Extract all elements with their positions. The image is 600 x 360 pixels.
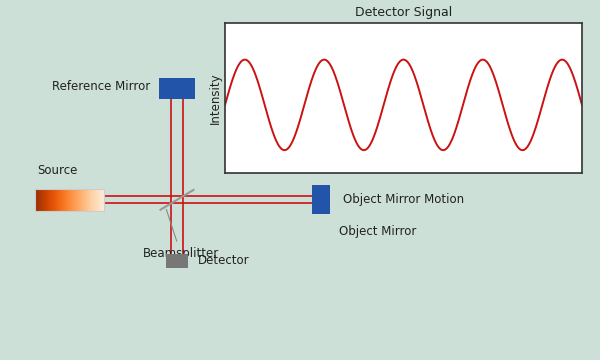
Bar (166, 254, 188, 268)
Text: Beamsplitter: Beamsplitter (142, 210, 219, 260)
Bar (35, 189, 104, 211)
Text: Reference Mirror: Reference Mirror (52, 80, 150, 93)
Text: Source: Source (37, 165, 78, 177)
Bar (312, 185, 330, 214)
Title: Detector Signal: Detector Signal (355, 6, 452, 19)
Text: Detector: Detector (197, 255, 249, 267)
Text: Object Mirror Motion: Object Mirror Motion (343, 193, 464, 206)
Bar (159, 78, 195, 99)
Text: Object Mirror: Object Mirror (339, 225, 416, 238)
Y-axis label: Intensity: Intensity (209, 72, 222, 124)
